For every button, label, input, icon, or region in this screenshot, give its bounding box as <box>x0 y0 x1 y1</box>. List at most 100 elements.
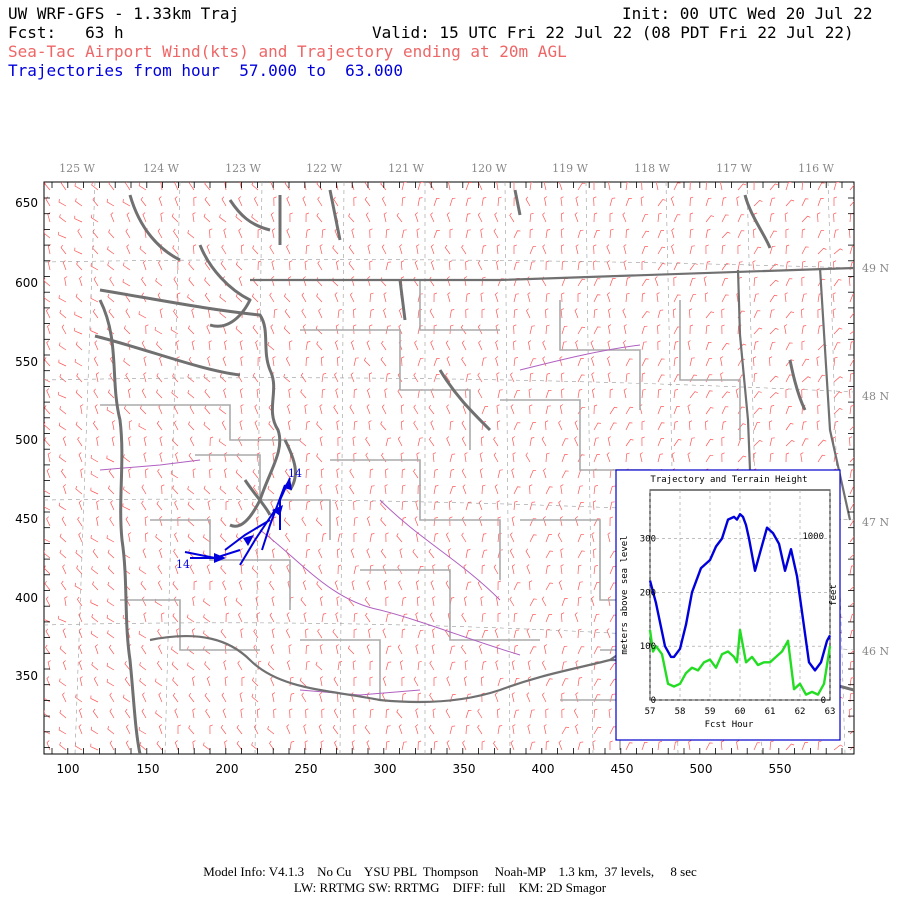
wind-barb <box>401 597 407 607</box>
y-tick-label: 350 <box>15 669 38 683</box>
wind-barb <box>529 598 537 607</box>
wind-barb <box>251 693 259 703</box>
wind-barb <box>561 726 570 735</box>
wind-barb <box>352 436 356 447</box>
wind-barb <box>289 212 293 223</box>
wind-barb <box>320 468 325 479</box>
wind-barb <box>401 517 407 527</box>
wind-barb <box>687 340 691 351</box>
wind-barb <box>106 662 115 671</box>
wind-barb <box>529 741 536 751</box>
inset-series <box>648 513 832 696</box>
wind-barb <box>107 565 115 575</box>
wind-barb <box>545 550 553 559</box>
wind-barb <box>608 182 611 191</box>
wind-barb <box>591 356 595 367</box>
wind-barb <box>46 676 51 687</box>
wind-barb <box>335 388 339 399</box>
wind-barb <box>497 725 503 735</box>
inset-y-label-right: feet <box>829 584 839 606</box>
wind-barb <box>705 261 711 271</box>
wind-barb <box>332 245 339 255</box>
wind-barb <box>90 726 99 735</box>
wind-barb <box>545 740 550 751</box>
wind-barb <box>529 534 537 543</box>
wind-barb <box>58 391 67 399</box>
wind-barb <box>464 452 468 463</box>
wind-barb <box>58 422 67 431</box>
wind-barb <box>801 215 811 223</box>
wind-barb <box>123 325 131 335</box>
wind-barb <box>353 308 357 319</box>
wind-barb <box>94 644 99 655</box>
wind-barb <box>657 422 665 431</box>
wind-barb <box>413 468 419 479</box>
wind-barb <box>188 277 195 287</box>
wind-barb <box>801 358 810 367</box>
wind-barb <box>302 324 307 335</box>
wind-barb <box>353 357 359 367</box>
wind-barb <box>513 182 515 190</box>
wind-barb <box>736 740 740 751</box>
wind-barb <box>348 597 355 607</box>
wind-barb <box>251 565 259 575</box>
inset-frame <box>615 469 841 741</box>
wind-barb <box>769 197 776 207</box>
wind-barb <box>769 437 775 447</box>
wind-barb <box>44 277 51 287</box>
wind-barb <box>145 324 149 335</box>
wind-barb <box>414 212 419 223</box>
wind-barb <box>173 308 179 319</box>
wind-barb <box>529 437 535 447</box>
wind-barb <box>689 228 694 239</box>
wind-barb <box>74 582 83 591</box>
model-info-line2: LW: RRTMG SW: RRTMG DIFF: full KM: 2D Sm… <box>293 880 607 895</box>
wind-barb <box>705 390 713 399</box>
wind-barb <box>139 677 147 687</box>
wind-barb <box>606 628 611 639</box>
wind-barb <box>289 340 293 351</box>
wind-barb <box>445 340 451 351</box>
wind-barb <box>109 708 115 719</box>
wind-barb <box>833 327 843 335</box>
wind-barb <box>591 596 595 607</box>
wind-barb <box>720 182 723 191</box>
wind-barb <box>219 373 227 383</box>
wind-barb <box>641 372 646 383</box>
wind-barb <box>271 596 275 607</box>
wind-barb <box>349 404 355 415</box>
wind-barb <box>240 564 244 575</box>
wind-barb <box>417 565 424 575</box>
wind-barb <box>592 388 596 399</box>
wind-barb <box>801 308 805 319</box>
wind-barb <box>481 276 486 287</box>
wind-barb <box>335 500 339 511</box>
wind-barb <box>385 645 392 655</box>
wind-barb <box>433 358 440 367</box>
wind-barb <box>317 260 323 271</box>
wind-barb <box>510 740 515 751</box>
wind-barb <box>123 405 131 415</box>
wind-barb <box>174 196 179 207</box>
wind-barb <box>461 340 467 351</box>
wind-barb <box>769 230 777 239</box>
wind-barb <box>74 247 83 255</box>
wind-barb <box>61 516 67 527</box>
wind-barb <box>318 564 323 575</box>
lon-label: 122 W <box>306 162 342 175</box>
wind-barb <box>187 486 195 495</box>
wind-barb <box>348 260 355 271</box>
wind-barb <box>433 533 439 543</box>
wind-barb <box>849 184 854 191</box>
wind-barb <box>673 421 678 431</box>
wind-barb <box>92 708 99 719</box>
y-tick-label: 450 <box>15 512 38 526</box>
wind-barb <box>430 580 435 591</box>
wind-barb <box>223 388 227 399</box>
wind-barb <box>238 580 243 591</box>
wind-barb <box>224 740 228 751</box>
wind-barb <box>47 324 51 335</box>
wind-barb <box>204 196 211 207</box>
wind-barb <box>283 517 291 527</box>
wind-barb <box>142 260 147 271</box>
